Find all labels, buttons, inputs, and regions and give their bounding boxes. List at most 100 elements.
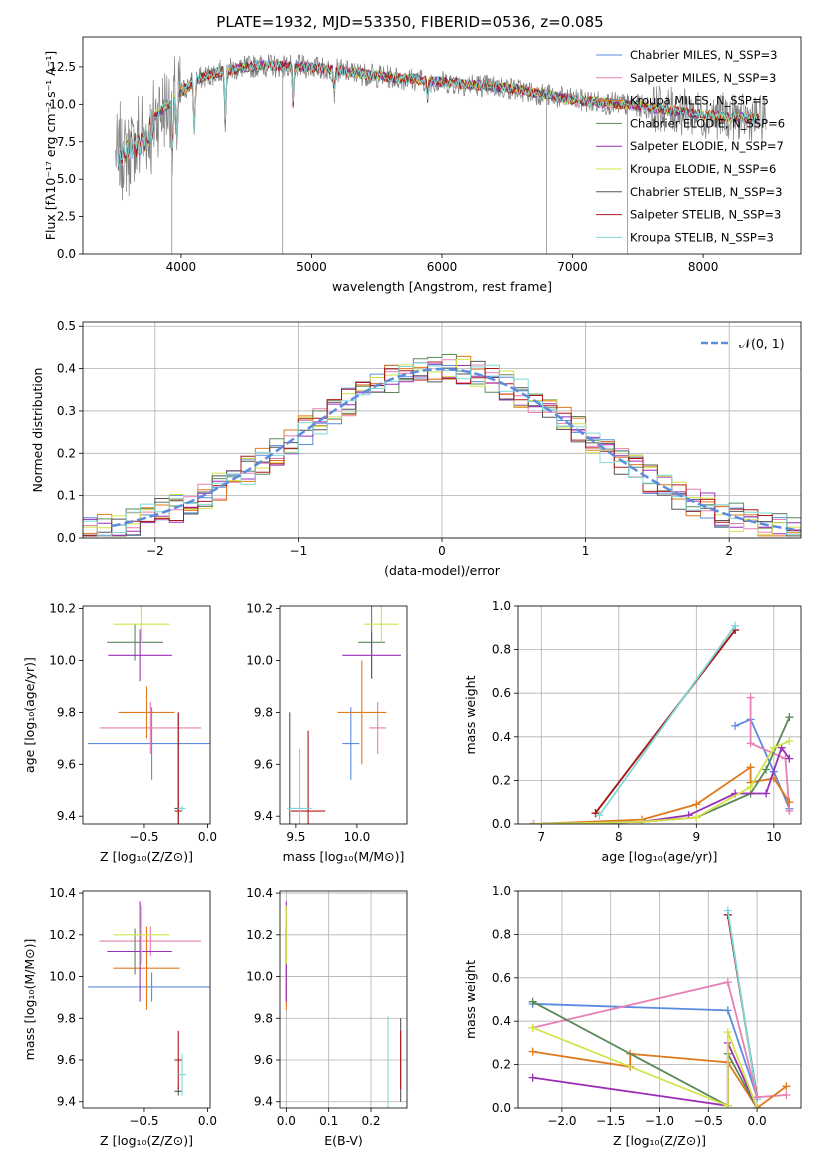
y-tick-label: 0.6 [492,686,511,700]
y-tick-label: 0.2 [492,773,511,787]
chart-residuals: −2 −1 0 1 2 0.0 0.1 0.2 0.3 0.4 0.5 (data-model)/er… [30,319,802,578]
x-tick-label: 0 [438,544,446,558]
x-tick-label: 0.0 [198,1114,217,1128]
y-axis-label: mass weight [463,675,478,754]
axes-frame [82,605,211,825]
weight-marker [746,693,755,702]
x-tick-label: 7000 [557,260,588,274]
y-tick-label: 9.8 [254,705,273,719]
weight-marker [638,817,647,824]
y-tick-label: 10.2 [246,928,273,942]
x-tick-label: 10.0 [344,830,371,844]
weight-marker [595,811,604,820]
x-tick-label: −1.0 [645,1114,674,1128]
gaussian-curve [111,367,801,532]
y-tick-label: 0.4 [57,362,76,376]
weight-line [749,697,791,811]
y-tick-label: 1.0 [492,599,511,613]
weight-marker [746,782,755,791]
weight-marker [782,1082,791,1091]
plot-area [528,906,791,1108]
weight-line [726,910,758,1100]
y-tick-label: 0.4 [492,1014,511,1028]
x-tick-label: 9 [693,830,701,844]
weight-marker [746,763,755,772]
x-tick-label: −2.0 [547,1114,576,1128]
y-tick-label: 0.2 [492,1058,511,1072]
legend-entry: Kroupa STELIB, N_SSP=3 [630,230,774,244]
y-tick-label: 9.6 [57,757,76,771]
x-axis-label: Z [log₁₀(Z/Z⊙)] [100,1133,193,1148]
weight-marker [731,621,740,630]
y-tick-label: 9.6 [57,1053,76,1067]
y-tick-label: 10.2 [246,602,273,616]
weight-marker [723,1101,732,1108]
x-tick-label: 4000 [166,260,197,274]
plot-area [88,606,210,824]
y-tick-label: 10.0 [49,654,76,668]
y-tick-label: 7.5 [57,135,76,149]
axes-frame [82,890,211,1109]
weight-line [532,1042,758,1108]
y-tick-label: 0.4 [492,730,511,744]
y-axis-label: Normed distribution [30,368,45,493]
x-tick-label: −1 [290,544,308,558]
axes-frame [517,605,802,825]
x-tick-label: −0.5 [129,830,158,844]
y-tick-label: 0.5 [57,319,76,333]
x-axis-label: Z [log₁₀(Z/Z⊙)] [613,1133,706,1148]
model-spectrum-line [117,59,760,167]
x-tick-label: 5000 [296,260,327,274]
x-tick-label: 6000 [427,260,458,274]
x-tick-label: −0.5 [129,1114,158,1128]
weight-marker [528,997,537,1006]
legend-entry: Chabrier MILES, N_SSP=3 [630,48,777,62]
weight-marker [785,737,794,746]
x-tick-label: 10 [766,830,781,844]
weight-marker [782,1090,791,1099]
plot-area [287,606,401,824]
weight-marker [723,1028,732,1037]
weight-marker [762,789,771,798]
legend-entry: Salpeter ELODIE, N_SSP=7 [630,139,784,153]
y-tick-label: 0.3 [57,404,76,418]
x-tick-label: 8 [615,830,623,844]
y-tick-label: 9.8 [57,1011,76,1025]
y-tick-label: 0.8 [492,643,511,657]
y-tick-label: 9.4 [57,1095,76,1109]
weight-marker [692,800,701,809]
chart-mass-vs-Z: −0.5 0.0 9.4 9.6 9.8 10.0 10.2 10.4 Z [log₁₀(Z/Z… [22,886,217,1148]
y-tick-label: 9.8 [57,705,76,719]
y-tick-label: 10.2 [49,602,76,616]
chart-age-vs-Z: −0.5 0.0 9.4 9.6 9.8 10.0 10.2 Z [log₁₀(Z/Z⊙)] a… [22,602,217,864]
x-axis-label: (data-model)/error [384,563,501,578]
y-tick-label: 0.1 [57,489,76,503]
axes-frame [279,605,408,825]
y-axis-label: Flux [fλ10⁻¹⁷ erg cm⁻² s⁻¹ A⁻¹] [43,51,58,240]
chart-weight-vs-age: 7 8 9 10 0.0 0.2 0.4 0.6 0.8 1.0 age [log₁₀(age/yr… [463,599,802,864]
weight-marker [692,813,701,822]
x-tick-label: 0.0 [277,1114,296,1128]
chart-mass-vs-EBV: 0.0 0.1 0.2 9.4 9.6 9.8 10.0 10.2 10.4 E(B-V) [246,886,408,1148]
plot-area [88,901,210,1096]
y-tick-label: 10.4 [49,886,76,900]
plot-area [529,621,794,824]
axes-frame [517,890,802,1109]
weight-marker [723,978,732,987]
y-axis-label: age [log₁₀(age/yr)] [22,657,37,773]
y-axis-label: mass weight [463,960,478,1039]
y-tick-label: 0.0 [57,247,76,261]
y-tick-label: 0.0 [492,817,511,831]
x-axis-label: E(B-V) [324,1133,363,1148]
x-axis-label: wavelength [Angstrom, rest frame] [332,279,552,294]
weight-line [532,1050,787,1108]
x-tick-label: −2 [146,544,164,558]
x-tick-label: 0.0 [748,1114,767,1128]
weight-marker [746,739,755,748]
legend-entry: Salpeter MILES, N_SSP=3 [630,71,776,85]
weight-marker [723,1006,732,1015]
y-tick-label: 2.5 [57,210,76,224]
weight-marker [785,806,794,815]
y-tick-label: 10.0 [49,97,76,111]
x-tick-label: 0.2 [361,1114,380,1128]
